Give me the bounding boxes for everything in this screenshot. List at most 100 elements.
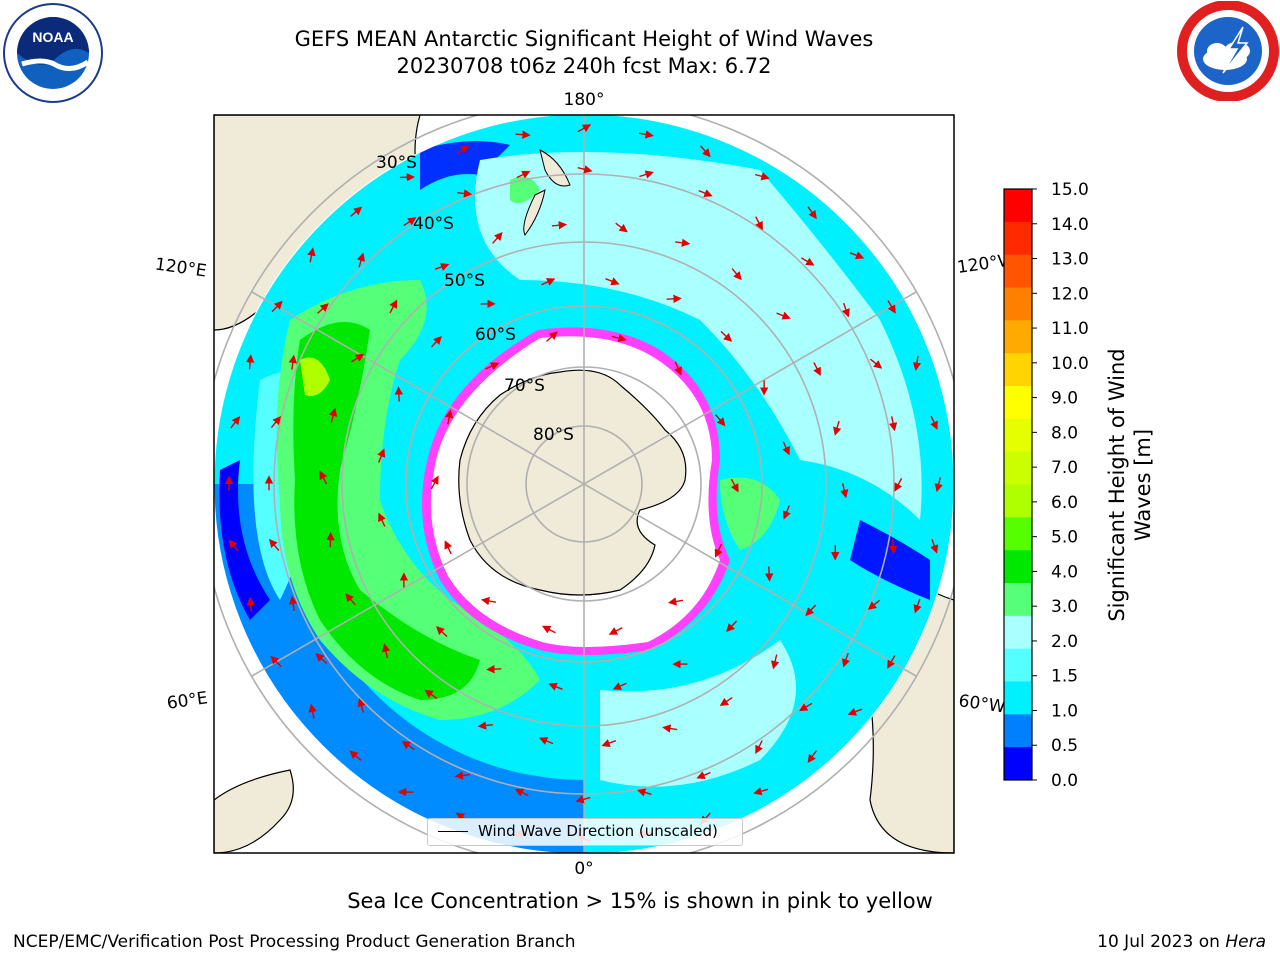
lon-label-60e: 60°E: [166, 688, 209, 713]
colorbar-segment: [1004, 517, 1032, 551]
wind-wave-arrow: [288, 595, 298, 611]
wind-wave-arrow: [516, 170, 531, 179]
wind-wave-arrow: [888, 539, 898, 555]
colorbar-segment: [1004, 583, 1032, 617]
legend-label: Wind Wave Direction (unscaled): [478, 822, 718, 840]
wind-wave-arrow: [675, 238, 691, 247]
wind-wave-arrow: [674, 361, 682, 376]
wind-wave-arrow: [869, 358, 883, 369]
wind-wave-arrow: [351, 353, 365, 363]
wind-wave-arrow: [930, 415, 938, 430]
chart-title: GEFS MEAN Antarctic Significant Height o…: [294, 27, 874, 51]
wind-wave-arrow: [245, 354, 255, 370]
colorbar-segment: [1004, 320, 1032, 354]
wind-wave-arrow: [444, 540, 453, 555]
wind-wave-arrow: [541, 625, 556, 634]
wind-wave-arrow: [357, 698, 366, 713]
wind-wave-arrow: [666, 294, 682, 304]
wind-wave-arrow: [514, 788, 529, 797]
colorbar-tick-label: 4.0: [1051, 562, 1078, 582]
wind-wave-arrow: [715, 414, 726, 427]
lat-label-30s: 30°S: [376, 153, 417, 173]
colorbar-segment: [1004, 550, 1032, 584]
colorbar-tick-label: 10.0: [1051, 354, 1089, 374]
wind-wave-arrow: [605, 277, 620, 286]
colorbar-tick-label: 6.0: [1051, 493, 1078, 513]
wind-wave-arrow: [805, 604, 817, 617]
colorbar-segment: [1004, 747, 1032, 781]
wind-wave-arrow: [381, 643, 391, 659]
colorbar-segment: [1004, 254, 1032, 288]
wind-wave-arrow: [755, 740, 763, 755]
footer-date: 10 Jul 2023 on Hera: [1097, 932, 1266, 952]
land-antarctica: [458, 369, 687, 596]
colorbar-tick-label: 9.0: [1051, 389, 1078, 409]
wind-wave-arrow: [842, 652, 850, 668]
colorbar-border: [1003, 188, 1033, 781]
wind-wave-arrow: [270, 415, 282, 429]
wind-wave-arrow: [345, 593, 356, 606]
map-legend: Wind Wave Direction (unscaled): [427, 818, 743, 846]
wind-wave-arrow: [577, 124, 592, 133]
wind-wave-arrow: [430, 335, 442, 348]
lat-label-80s: 80°S: [533, 425, 574, 445]
land-africa: [214, 769, 294, 853]
colorbar-tick-label: 2.0: [1051, 632, 1078, 652]
wind-wave-arrow: [435, 626, 448, 638]
footer-producer: NCEP/EMC/Verification Post Processing Pr…: [13, 932, 576, 952]
wind-wave-arrow: [486, 664, 502, 674]
wind-wave-arrow: [913, 598, 922, 614]
wind-wave-arrow: [807, 206, 817, 220]
colorbar-tick-label: 15.0: [1051, 180, 1089, 200]
colorbar: 15.0 14.0 13.0 12.0 11.0 10.0 9.0 8.0 7.0 6.0 5.0 4…: [1003, 180, 1089, 791]
colorbar-tick-label: 1.0: [1051, 701, 1078, 721]
wind-wave-arrow: [636, 788, 652, 797]
wind-wave-arrow: [538, 737, 554, 745]
wind-wave-arrow: [887, 300, 896, 314]
wind-wave-arrow: [887, 655, 896, 669]
lat-label-40s: 40°S: [413, 214, 454, 234]
lat-label-50s: 50°S: [444, 271, 485, 291]
wind-wave-arrow: [288, 354, 297, 370]
colorbar-segment: [1004, 221, 1032, 256]
wind-wave-arrow: [551, 221, 568, 230]
wind-wave-arrow: [485, 362, 500, 371]
wind-wave-arrow: [541, 278, 556, 286]
colorbar-tick-label: 5.0: [1051, 528, 1078, 548]
wind-wave-arrow: [755, 216, 763, 231]
wind-wave-arrow: [662, 724, 678, 733]
wind-wave-arrow: [424, 689, 438, 699]
colorbar-segment: [1004, 714, 1032, 748]
colorbar-segment: [1004, 648, 1032, 682]
wind-wave-arrow: [894, 477, 903, 492]
chart-subtitle: 20230708 t06z 240h fcst Max: 6.72: [396, 54, 772, 78]
wind-wave-arrow: [271, 300, 283, 313]
wind-wave-arrow: [477, 721, 493, 730]
lon-label-0: 0°: [574, 859, 593, 879]
wind-wave-arrow: [731, 268, 742, 281]
wind-wave-arrow: [700, 145, 711, 158]
wind-wave-arrow: [813, 362, 821, 377]
colorbar-tick-label: 11.0: [1051, 319, 1089, 339]
lon-label-60w: 60°W: [957, 691, 1006, 717]
wind-wave-arrow: [480, 596, 497, 606]
footer-host: Hera: [1225, 932, 1266, 952]
footer-date-text: 10 Jul 2023 on: [1097, 932, 1226, 952]
wind-wave-arrow: [615, 222, 628, 233]
wind-wave-arrow: [377, 448, 386, 463]
colorbar-segment: [1004, 287, 1032, 321]
wind-wave-arrow: [849, 251, 865, 260]
wind-wave-arrow: [833, 420, 842, 436]
wind-wave-arrow: [228, 539, 239, 552]
wind-wave-arrow: [401, 740, 415, 750]
lon-label-180: 180°: [564, 90, 605, 110]
wind-wave-arrow: [317, 303, 329, 314]
wind-wave-arrow: [730, 478, 739, 493]
wind-wave-arrow: [444, 409, 454, 425]
wind-wave-arrow: [430, 475, 439, 490]
wind-wave-arrow: [782, 441, 790, 456]
wind-wave-arrow: [246, 596, 255, 613]
wind-wave-arrow: [230, 416, 241, 429]
wind-wave-arrow: [575, 795, 591, 804]
